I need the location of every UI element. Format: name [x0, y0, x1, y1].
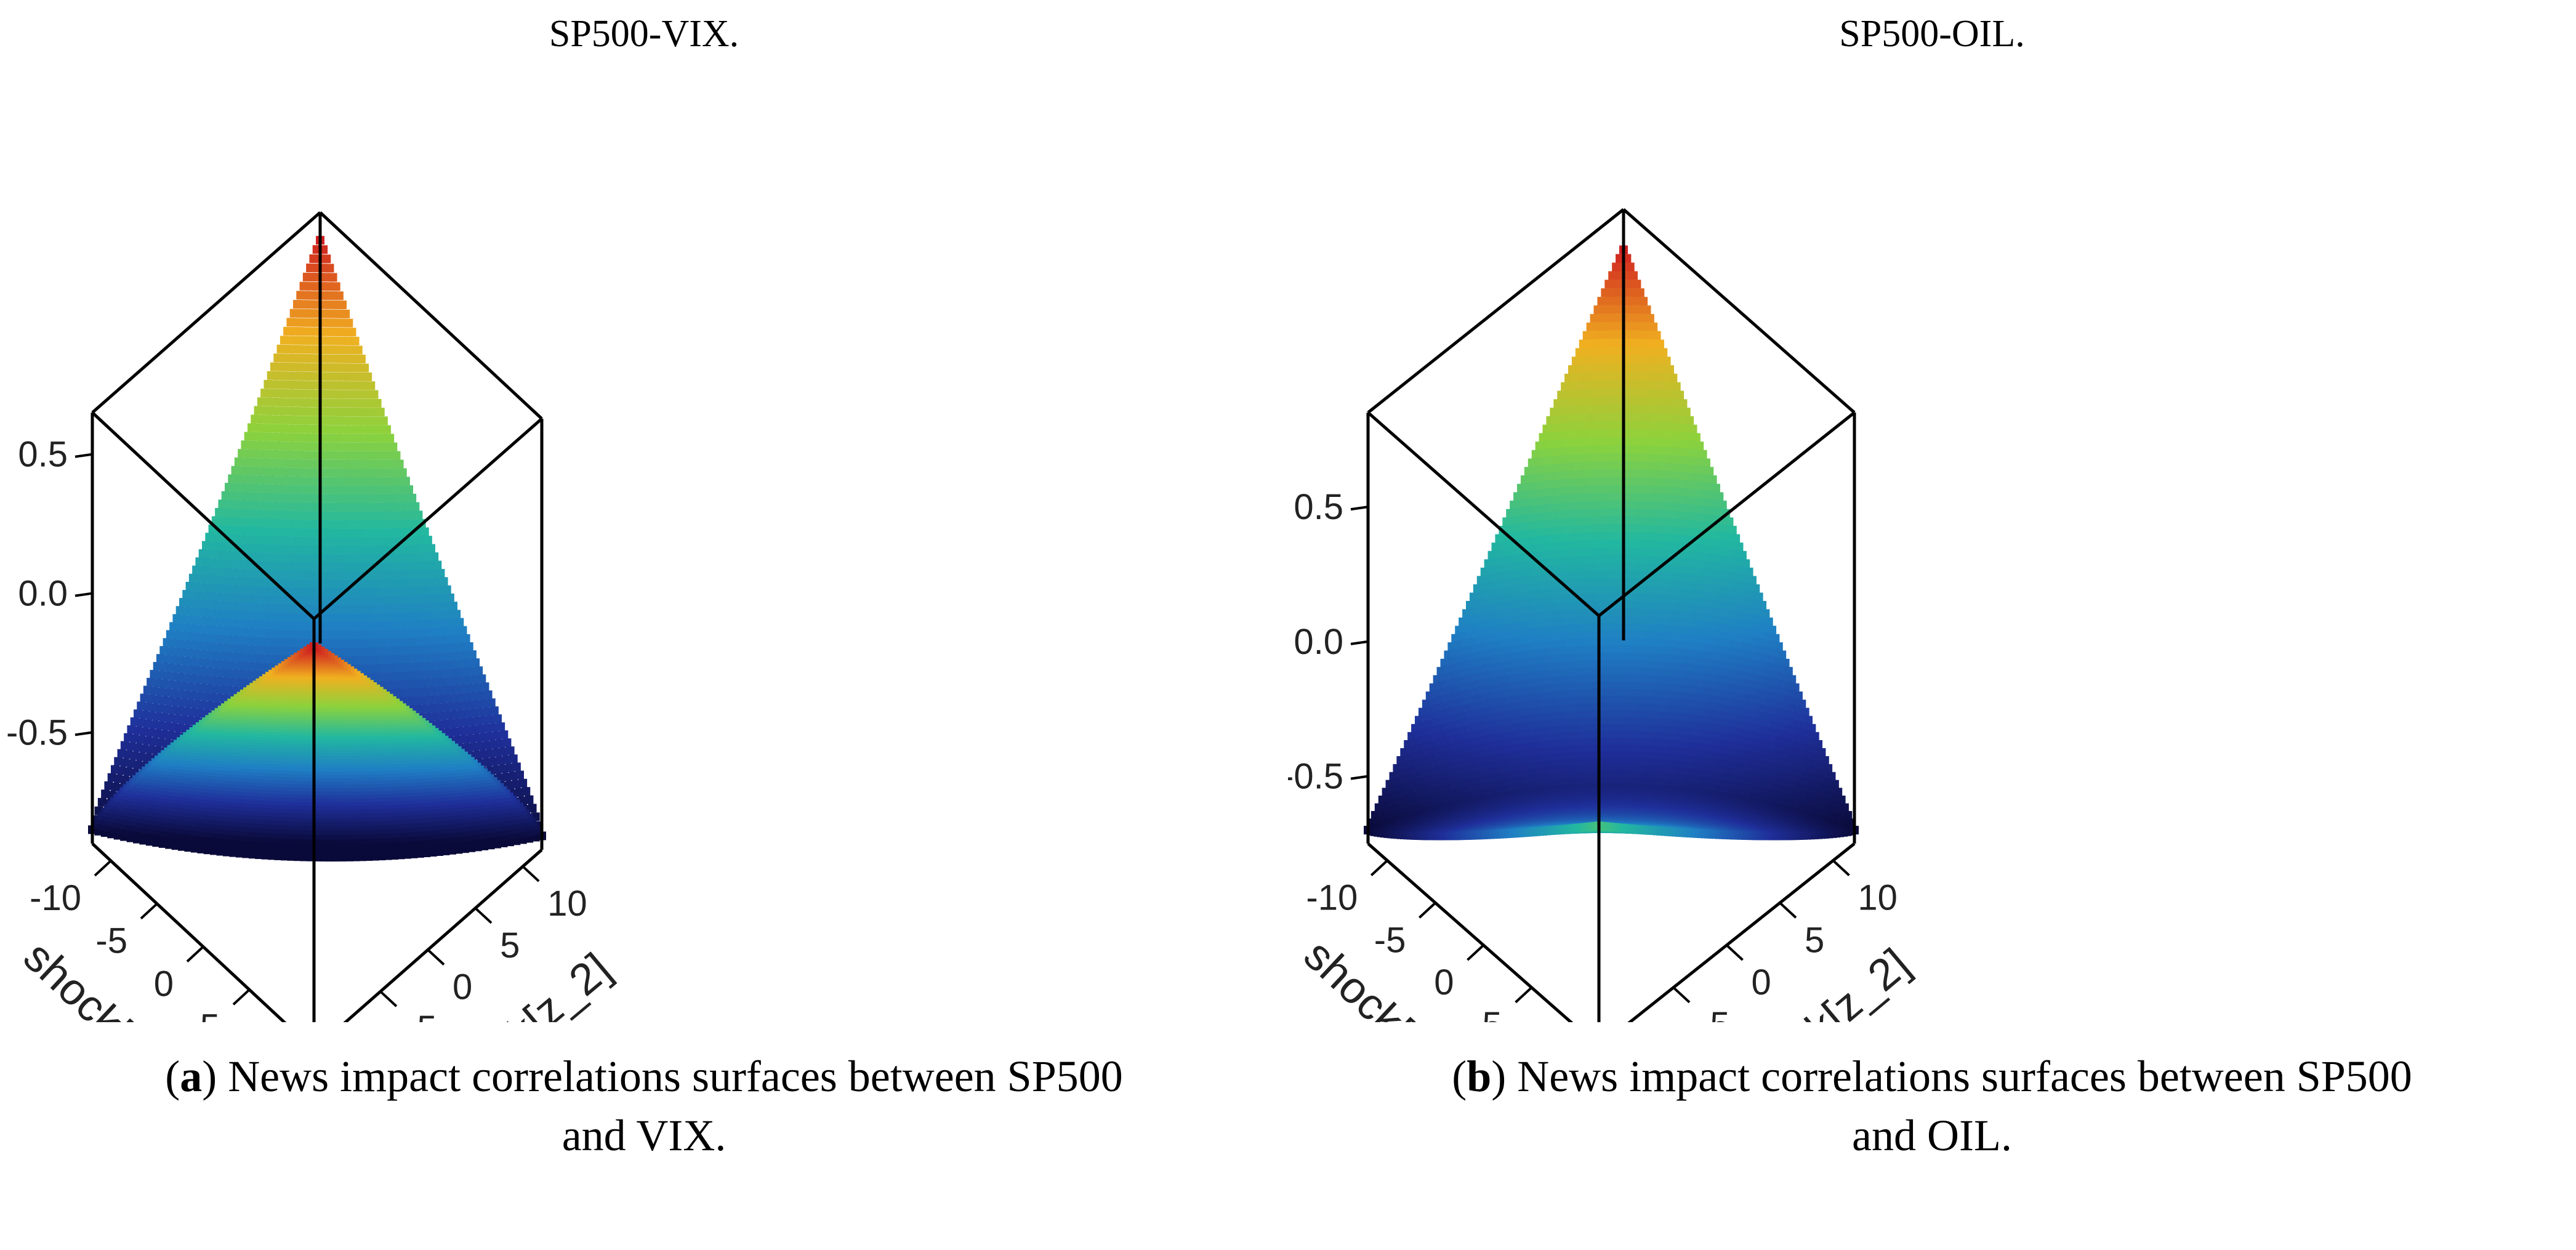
- surface-point: [474, 666, 483, 675]
- surface-point: [455, 618, 464, 627]
- surface-point: [480, 682, 489, 692]
- surface-point: [521, 787, 531, 796]
- surface-point: [489, 706, 499, 716]
- surface-point: [509, 754, 518, 764]
- surface-point: [502, 738, 512, 748]
- surface-point: [388, 442, 398, 451]
- surface-point: [442, 585, 451, 594]
- surface-point: [408, 493, 417, 502]
- surface-point: [420, 527, 429, 536]
- surface-point: [493, 714, 502, 724]
- surface-point: [347, 328, 356, 337]
- surface-point: [430, 552, 439, 562]
- surface-point: [356, 355, 366, 364]
- surface-point: [338, 300, 347, 310]
- surface-point: [353, 345, 363, 355]
- surface-point: [322, 254, 331, 264]
- surface-point: [464, 642, 473, 651]
- surface-point: [411, 502, 420, 511]
- surface-point: [360, 363, 369, 373]
- surface-point: [331, 282, 340, 291]
- surface-point: [369, 390, 379, 399]
- surface-point: [445, 593, 454, 602]
- surface-point: [328, 273, 337, 282]
- surface-plot-a: 0.50.0-0.5cor-10-50510shock[z_1]-10-5051…: [0, 211, 620, 1022]
- surface-point: [382, 425, 391, 434]
- surface-point: [505, 746, 515, 756]
- surface-point: [372, 398, 382, 408]
- surface-point: [528, 804, 537, 813]
- surface-point: [414, 510, 423, 520]
- surface-point: [452, 610, 461, 619]
- surface-point: [405, 485, 413, 494]
- surface-point: [471, 658, 480, 667]
- surface-group: [88, 236, 546, 862]
- surface-point: [483, 690, 493, 700]
- surface-point: [344, 318, 353, 328]
- surface-point: [477, 674, 486, 683]
- surface-point: [439, 577, 448, 586]
- surface-point: [350, 336, 360, 345]
- surface-point: [427, 544, 435, 553]
- surface-point: [363, 372, 372, 381]
- surface-point: [398, 468, 407, 477]
- surface-point: [496, 722, 505, 732]
- surface-point: [334, 291, 344, 300]
- surface-point: [423, 536, 432, 545]
- surface-point: [518, 778, 528, 788]
- surface-point: [515, 770, 524, 780]
- surface-point: [325, 264, 334, 273]
- surface-point: [512, 762, 521, 772]
- chart-title: SP500-VIX.: [549, 13, 739, 55]
- surface-point: [449, 602, 457, 611]
- surface-point: [486, 698, 496, 708]
- surface-point: [433, 560, 442, 570]
- surface-point: [467, 650, 477, 659]
- surface-point: [379, 416, 388, 425]
- surface-point: [341, 309, 350, 318]
- surface-point: [401, 477, 410, 486]
- panel-a: SP500-VIX. 0.50.0-0.5cor-10-50510shock[z…: [0, 13, 1123, 1160]
- surface-point: [392, 451, 401, 460]
- surface-point: [525, 795, 534, 804]
- surface-point: [366, 381, 376, 390]
- surface-point: [436, 568, 445, 578]
- surface-point: [461, 634, 470, 643]
- surface-point: [385, 433, 395, 443]
- surface-point: [499, 730, 509, 740]
- surface-point: [395, 459, 404, 469]
- surface-point: [376, 408, 385, 417]
- surface-point: [458, 626, 467, 635]
